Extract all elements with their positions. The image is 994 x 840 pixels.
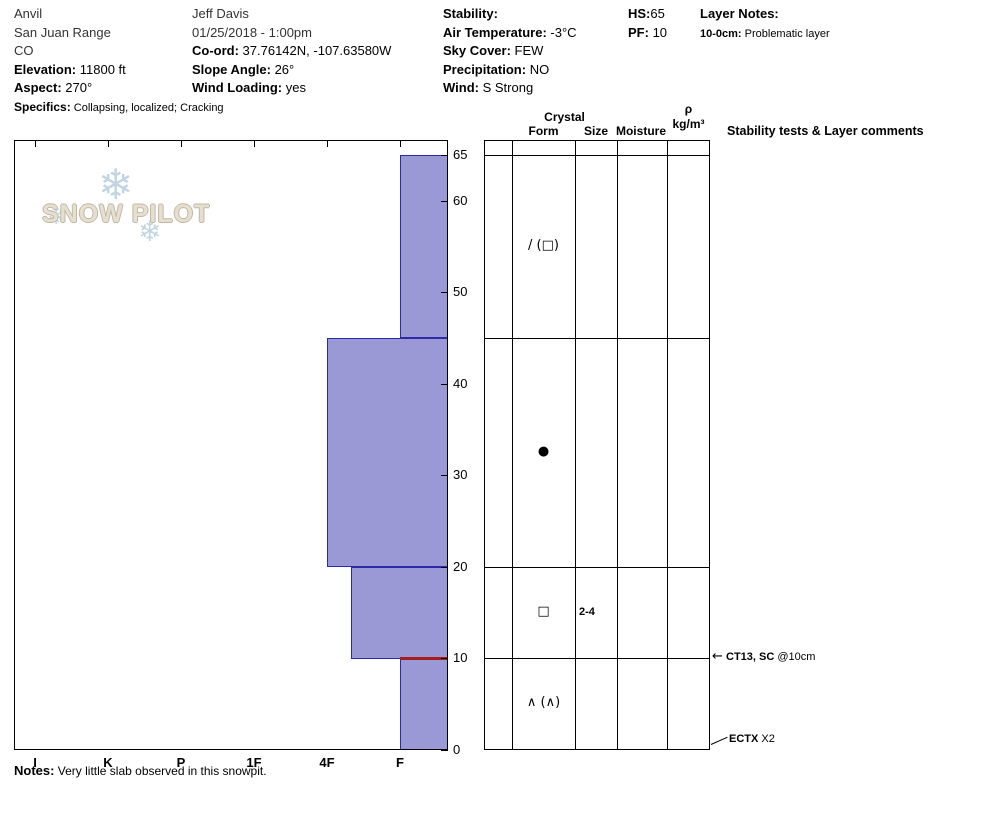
layer-boundary-line	[484, 658, 710, 659]
panel-column-divider	[617, 140, 618, 750]
observer-name: Jeff Davis	[192, 6, 249, 21]
crystal-form-symbol: □	[537, 604, 550, 619]
observer-block: Jeff Davis 01/25/2018 - 1:00pm Co-ord: 3…	[192, 5, 391, 98]
specifics: Specifics: Collapsing, localized; Cracki…	[14, 99, 224, 114]
comments-column-header: Stability tests & Layer comments	[727, 124, 924, 138]
crystal-header: Crystal	[544, 110, 585, 124]
layer-notes-block: Layer Notes: 10-0cm: Problematic layer	[700, 5, 830, 43]
snowflake-icon: ❄	[98, 160, 134, 209]
stability-test-annotation: ECTX X2	[729, 733, 775, 745]
form-column-header: Form	[528, 124, 559, 138]
totals-block: HS:65 PF: 10	[628, 5, 667, 42]
layer-notes-title: Layer Notes:	[700, 6, 779, 21]
depth-tick	[441, 155, 448, 156]
coordinates: Co-ord: 37.76142N, -107.63580W	[192, 43, 392, 58]
precipitation: Precipitation: NO	[443, 61, 550, 77]
moisture-column-header: Moisture	[615, 124, 666, 138]
observation-datetime: 01/25/2018 - 1:00pm	[192, 24, 312, 40]
panel-column-divider	[575, 140, 576, 750]
depth-tick-label: 40	[453, 376, 468, 391]
stability: Stability:	[443, 6, 498, 21]
notes: Notes: Very little slab observed in this…	[14, 763, 267, 778]
crystal-form-symbol: ∧ (∧)	[526, 695, 561, 710]
panel-column-divider	[667, 140, 668, 750]
aspect: Aspect: 270°	[14, 80, 93, 95]
hardness-tick	[108, 141, 109, 147]
hardness-axis-label: 1F	[246, 755, 262, 770]
mountain-range: San Juan Range	[14, 24, 111, 40]
crystal-form-symbol: / (□)	[528, 238, 559, 253]
pit-foot-pf: PF: 10	[628, 24, 668, 40]
density-units-header: kg/m³	[672, 117, 705, 131]
depth-tick-label: 20	[453, 559, 468, 574]
air-temperature: Air Temperature: -3°C	[443, 24, 577, 40]
grain-size-value: 2-4	[579, 606, 595, 618]
snowflake-icon: ❄	[138, 215, 162, 248]
depth-tick	[441, 658, 448, 659]
hardness-axis-label: 4F	[319, 755, 335, 770]
depth-tick-label: 10	[453, 650, 468, 665]
depth-tick-label: 30	[453, 467, 468, 482]
size-column-header: Size	[583, 124, 608, 138]
snowpilot-watermark: ❄ ❄ ❄ SNOW PILOT	[40, 164, 220, 257]
crystal-form-symbol: ●	[537, 444, 550, 459]
hardness-tick	[254, 141, 255, 147]
wind-loading: Wind Loading: yes	[192, 80, 306, 95]
hardness-axis-label: P	[176, 755, 186, 770]
sky-cover: Sky Cover: FEW	[443, 43, 544, 58]
elevation: Elevation: 11800 ft	[14, 61, 126, 77]
depth-tick-label: 65	[453, 147, 468, 162]
density-symbol-header: ρ	[684, 102, 693, 116]
location-block: Anvil San Juan Range CO Elevation: 11800…	[14, 5, 224, 117]
depth-tick	[441, 750, 448, 751]
hardness-axis-label: I	[33, 755, 37, 770]
hardness-layer-bar	[351, 567, 448, 659]
annotation-pointer-line	[710, 736, 728, 745]
snowflake-icon: ❄	[46, 202, 67, 230]
hardness-layer-bar	[400, 155, 448, 338]
problem-layer-line	[400, 657, 448, 660]
hardness-tick	[400, 141, 401, 147]
slope-angle: Slope Angle: 26°	[192, 61, 295, 77]
snow-height-hs: HS:65	[628, 6, 665, 21]
layer-note-item: 10-0cm: Problematic layer	[700, 27, 830, 40]
hardness-tick	[35, 141, 36, 147]
depth-tick	[441, 292, 448, 293]
hardness-layer-bar	[327, 338, 448, 567]
watermark-text: SNOW PILOT	[42, 200, 211, 228]
crystal-panel-frame	[484, 140, 710, 750]
panel-column-divider	[512, 140, 513, 750]
conditions-block: Stability: Air Temperature: -3°C Sky Cov…	[443, 5, 577, 98]
depth-tick-label: 0	[453, 742, 461, 757]
hardness-layer-bar	[400, 658, 448, 750]
stability-test-annotation: CT13, SC @10cm	[726, 651, 816, 663]
wind: Wind: S Strong	[443, 80, 534, 95]
depth-tick	[441, 475, 448, 476]
layer-boundary-line	[484, 155, 710, 156]
hardness-axis-label: K	[103, 755, 113, 770]
layer-boundary-line	[484, 567, 710, 568]
chart-frame	[14, 140, 448, 750]
depth-tick-label: 50	[453, 284, 468, 299]
depth-tick	[441, 567, 448, 568]
hardness-tick	[327, 141, 328, 147]
annotation-arrow-icon: ←	[712, 649, 723, 664]
depth-tick-label: 60	[453, 193, 468, 208]
state: CO	[14, 43, 34, 58]
hardness-tick	[181, 141, 182, 147]
depth-tick	[441, 384, 448, 385]
depth-tick	[441, 201, 448, 202]
layer-boundary-line	[484, 338, 710, 339]
hardness-axis-label: F	[396, 755, 404, 770]
site-name: Anvil	[14, 6, 43, 21]
